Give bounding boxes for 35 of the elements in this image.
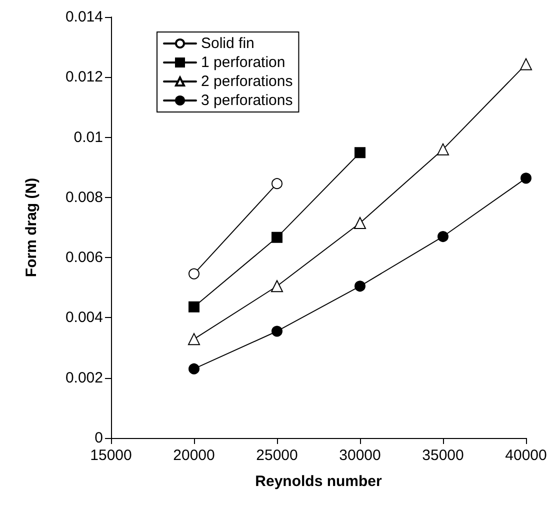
- y-tick-label: 0.012: [65, 68, 103, 86]
- point: [188, 268, 200, 280]
- x-tick-label: 20000: [173, 447, 215, 464]
- y-tick-label: 0.008: [65, 188, 103, 206]
- legend-label: 3 perforations: [201, 92, 293, 109]
- legend-label: 2 perforations: [201, 73, 293, 90]
- x-tick-label: 15000: [90, 447, 132, 464]
- y-tick-label: 0.014: [65, 8, 103, 26]
- point: [188, 333, 200, 346]
- point: [354, 280, 366, 292]
- point: [272, 326, 282, 337]
- x-tick-label: 25000: [256, 447, 298, 464]
- point: [520, 58, 532, 70]
- point: [438, 231, 448, 242]
- y-tick-label: 0.002: [65, 369, 103, 386]
- y-tick-label: 0: [94, 430, 103, 446]
- point: [437, 143, 449, 156]
- point: [188, 363, 200, 374]
- x-axis-title: Reynolds number: [255, 473, 382, 490]
- point: [354, 147, 366, 158]
- point: [188, 301, 200, 312]
- y-tick-label: 0.006: [65, 249, 103, 266]
- y-tick-label: 0.01: [74, 128, 103, 146]
- x-tick-label: 40000: [505, 447, 547, 464]
- point: [272, 232, 282, 243]
- y-tick-label: 0.004: [65, 309, 103, 326]
- point: [520, 172, 532, 184]
- legend-label: Solid fin: [201, 35, 254, 52]
- x-tick-label: 35000: [422, 447, 464, 464]
- point: [271, 280, 283, 292]
- point: [354, 216, 366, 229]
- x-tick-label: 30000: [339, 447, 381, 464]
- y-axis-title: Form drag (N): [23, 178, 40, 278]
- legend-label: 1 perforation: [201, 54, 286, 71]
- point: [272, 178, 282, 190]
